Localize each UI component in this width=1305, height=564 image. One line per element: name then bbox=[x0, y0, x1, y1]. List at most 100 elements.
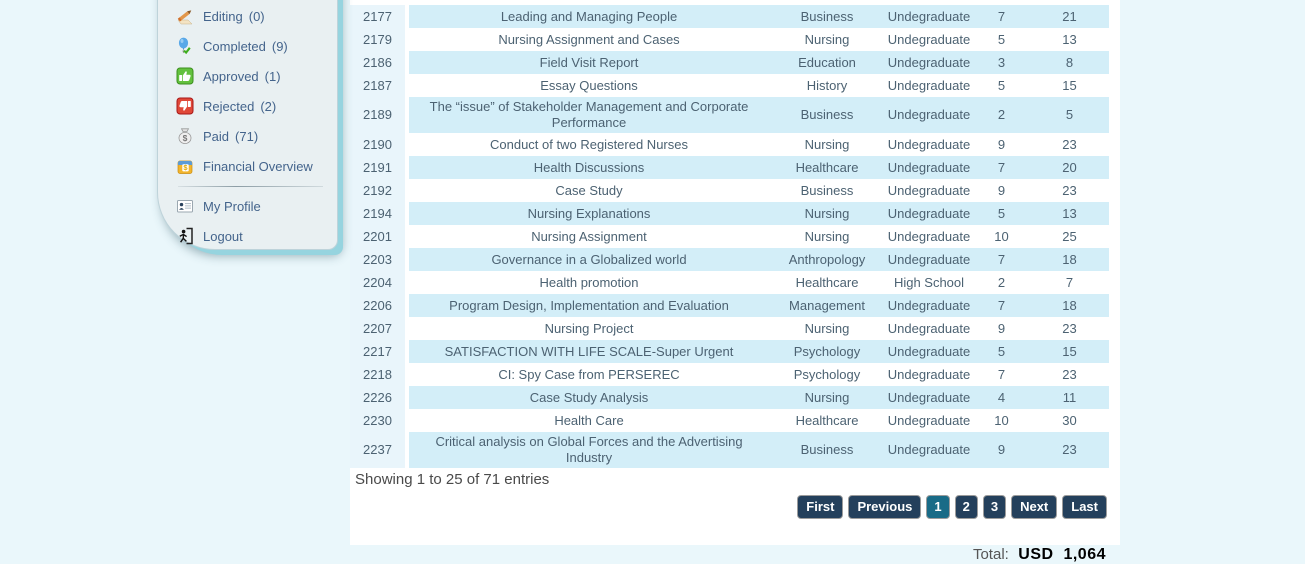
order-pages-cell: 9 bbox=[997, 182, 1006, 198]
order-subject-cell: Anthropology bbox=[788, 251, 866, 267]
table-row[interactable]: 2203 Governance in a Globalized world An… bbox=[350, 248, 1109, 271]
row-cells: Nursing Assignment Nursing Undegraduate … bbox=[409, 225, 1109, 248]
sidebar-item-paid[interactable]: $ Paid (71) bbox=[176, 121, 337, 151]
order-subject-cell: History bbox=[806, 77, 848, 93]
order-level-cell: High School bbox=[893, 274, 965, 290]
pagination-previous-button[interactable]: Previous bbox=[848, 495, 922, 519]
order-price-cell: 13 bbox=[1062, 205, 1077, 221]
table-row[interactable]: 2206 Program Design, Implementation and … bbox=[350, 294, 1109, 317]
order-pages-cell: 5 bbox=[997, 343, 1006, 359]
pagination-first-button[interactable]: First bbox=[797, 495, 844, 519]
row-cells: Leading and Managing People Business Und… bbox=[409, 5, 1109, 28]
order-id-cell: 2177 bbox=[350, 5, 405, 28]
order-price-cell: 18 bbox=[1062, 297, 1077, 313]
order-id-cell: 2187 bbox=[350, 74, 405, 97]
table-row[interactable]: 2187 Essay Questions History Undegraduat… bbox=[350, 74, 1109, 97]
order-level-cell: Undegraduate bbox=[887, 136, 971, 152]
table-row[interactable]: 2190 Conduct of two Registered Nurses Nu… bbox=[350, 133, 1109, 156]
order-subject-cell: Nursing bbox=[804, 205, 850, 221]
table-row[interactable]: 2217 SATISFACTION WITH LIFE SCALE-Super … bbox=[350, 340, 1109, 363]
order-level-cell: Undegraduate bbox=[887, 77, 971, 93]
total-label: Total: bbox=[972, 546, 1009, 563]
row-cells: Health Discussions Healthcare Undegradua… bbox=[409, 156, 1109, 179]
order-id-cell: 2192 bbox=[350, 179, 405, 202]
sidebar-item-completed[interactable]: Completed (9) bbox=[176, 31, 337, 61]
row-cells: Nursing Explanations Nursing Undegraduat… bbox=[409, 202, 1109, 225]
table-row[interactable]: 2201 Nursing Assignment Nursing Undegrad… bbox=[350, 225, 1109, 248]
sidebar-item-financial-overview[interactable]: $ Financial Overview bbox=[176, 151, 337, 181]
orders-table: 2177 Leading and Managing People Busines… bbox=[350, 0, 1120, 468]
order-subject-cell: Business bbox=[800, 107, 854, 122]
table-row[interactable]: 2207 Nursing Project Nursing Undegraduat… bbox=[350, 317, 1109, 340]
order-price-cell: 8 bbox=[1065, 54, 1074, 70]
main-content-panel: 2177 Leading and Managing People Busines… bbox=[350, 0, 1120, 563]
order-price-cell: 5 bbox=[1065, 107, 1074, 122]
table-row[interactable]: 2177 Leading and Managing People Busines… bbox=[350, 5, 1109, 28]
table-row[interactable]: 2204 Health promotion Healthcare High Sc… bbox=[350, 271, 1109, 294]
order-pages-cell: 2 bbox=[997, 107, 1006, 122]
order-level-cell: Undegraduate bbox=[887, 442, 971, 457]
row-cells: The “issue” of Stakeholder Management an… bbox=[409, 97, 1109, 133]
row-cells: Nursing Project Nursing Undegraduate 9 2… bbox=[409, 317, 1109, 340]
sidebar-item-my-profile[interactable]: My Profile bbox=[176, 191, 337, 221]
table-row[interactable]: 2179 Nursing Assignment and Cases Nursin… bbox=[350, 28, 1109, 51]
order-title-cell: Nursing Explanations bbox=[527, 205, 651, 221]
row-cells: Critical analysis on Global Forces and t… bbox=[409, 432, 1109, 468]
order-level-cell: Undegraduate bbox=[887, 107, 971, 122]
row-cells: Case Study Analysis Nursing Undegraduate… bbox=[409, 386, 1109, 409]
table-row[interactable]: 2230 Health Care Healthcare Undegraduate… bbox=[350, 409, 1109, 432]
order-subject-cell: Healthcare bbox=[795, 159, 859, 175]
order-title-cell: Health promotion bbox=[539, 274, 639, 290]
order-level-cell: Undegraduate bbox=[887, 31, 971, 47]
order-title-cell: Case Study bbox=[555, 182, 623, 198]
row-cells: Governance in a Globalized world Anthrop… bbox=[409, 248, 1109, 271]
table-row[interactable]: 2226 Case Study Analysis Nursing Undegra… bbox=[350, 386, 1109, 409]
table-row[interactable]: 2237 Critical analysis on Global Forces … bbox=[350, 432, 1109, 468]
order-level-cell: Undegraduate bbox=[887, 228, 971, 244]
order-title-cell: Nursing Assignment and Cases bbox=[498, 31, 680, 47]
table-row[interactable]: 2189 The “issue” of Stakeholder Manageme… bbox=[350, 97, 1109, 133]
order-id-cell: 2201 bbox=[350, 225, 405, 248]
table-row[interactable]: 2191 Health Discussions Healthcare Undeg… bbox=[350, 156, 1109, 179]
order-level-cell: Undegraduate bbox=[887, 159, 971, 175]
svg-text:$: $ bbox=[183, 133, 188, 143]
row-cells: Field Visit Report Education Undegraduat… bbox=[409, 51, 1109, 74]
logout-icon bbox=[176, 227, 194, 245]
order-title-cell: Essay Questions bbox=[540, 77, 638, 93]
order-title-cell: Health Discussions bbox=[533, 159, 645, 175]
order-id-cell: 2207 bbox=[350, 317, 405, 340]
order-title-cell: Nursing Project bbox=[544, 320, 634, 336]
row-cells: CI: Spy Case from PERSEREC Psychology Un… bbox=[409, 363, 1109, 386]
table-row[interactable]: 2186 Field Visit Report Education Undegr… bbox=[350, 51, 1109, 74]
table-row[interactable]: 2192 Case Study Business Undegraduate 9 … bbox=[350, 179, 1109, 202]
order-pages-cell: 7 bbox=[997, 297, 1006, 313]
table-row[interactable]: 2218 CI: Spy Case from PERSEREC Psycholo… bbox=[350, 363, 1109, 386]
order-title-cell: The “issue” of Stakeholder Management an… bbox=[429, 99, 749, 130]
order-level-cell: Undegraduate bbox=[887, 182, 971, 198]
sidebar-item-editing[interactable]: Editing (0) bbox=[176, 1, 337, 31]
order-level-cell: Undegraduate bbox=[887, 251, 971, 267]
sidebar-item-label: Logout bbox=[203, 228, 243, 244]
entries-summary: Showing 1 to 25 of 71 entries bbox=[355, 471, 550, 488]
sidebar-item-label: Rejected bbox=[203, 98, 255, 114]
sidebar-item-label: Editing bbox=[203, 8, 243, 24]
row-cells: Conduct of two Registered Nurses Nursing… bbox=[409, 133, 1109, 156]
order-id-cell: 2217 bbox=[350, 340, 405, 363]
table-row[interactable]: 2194 Nursing Explanations Nursing Undegr… bbox=[350, 202, 1109, 225]
order-subject-cell: Business bbox=[800, 8, 854, 24]
order-pages-cell: 9 bbox=[997, 320, 1006, 336]
pagination-next-button[interactable]: Next bbox=[1011, 495, 1058, 519]
order-id-cell: 2190 bbox=[350, 133, 405, 156]
sidebar-item-approved[interactable]: Approved (1) bbox=[176, 61, 337, 91]
order-title-cell: Leading and Managing People bbox=[500, 8, 678, 24]
pagination-3-button[interactable]: 3 bbox=[982, 495, 1007, 519]
order-title-cell: Case Study Analysis bbox=[529, 389, 649, 405]
pagination-last-button[interactable]: Last bbox=[1062, 495, 1107, 519]
sidebar-item-logout[interactable]: Logout bbox=[176, 221, 337, 251]
order-pages-cell: 5 bbox=[997, 77, 1006, 93]
order-price-cell: 13 bbox=[1062, 31, 1077, 47]
row-cells: Case Study Business Undegraduate 9 23 bbox=[409, 179, 1109, 202]
sidebar-item-rejected[interactable]: Rejected (2) bbox=[176, 91, 337, 121]
pagination-2-button[interactable]: 2 bbox=[954, 495, 978, 519]
pagination-1-button[interactable]: 1 bbox=[926, 495, 950, 519]
